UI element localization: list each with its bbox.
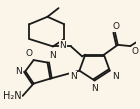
Text: N: N: [113, 72, 119, 81]
Text: O: O: [113, 22, 120, 31]
Text: N: N: [59, 41, 66, 50]
Text: N: N: [91, 84, 98, 93]
Text: N: N: [49, 51, 56, 60]
Text: O: O: [132, 47, 139, 56]
Text: N: N: [15, 67, 22, 76]
Text: N: N: [70, 72, 77, 81]
Text: H₂N: H₂N: [3, 91, 21, 101]
Text: O: O: [25, 49, 32, 58]
